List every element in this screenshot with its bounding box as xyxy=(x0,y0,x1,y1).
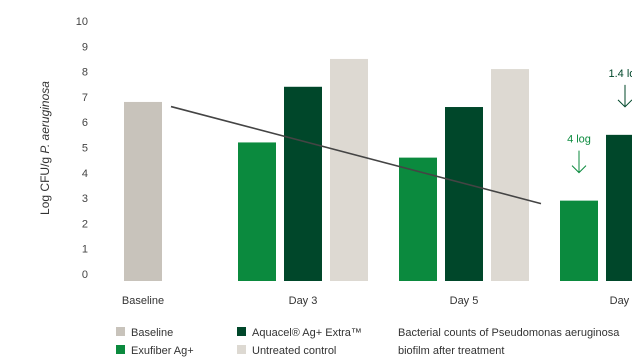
legend-label: Exufiber Ag+ xyxy=(131,345,194,357)
y-tick-label: 2 xyxy=(82,218,88,230)
y-axis-label: Log CFU/g P. aeruginosa xyxy=(38,81,52,215)
bar-day-7-exufiber-ag- xyxy=(560,200,598,281)
annotations: 4 log 1.4 log xyxy=(567,68,632,174)
annotation-arrow-head xyxy=(571,165,587,174)
legend-label: Aquacel® Ag+ Extra™ xyxy=(252,327,362,339)
y-axis-ticks: 0 1 2 3 4 5 6 7 8 9 10 xyxy=(76,16,88,281)
legend-swatch xyxy=(116,327,125,336)
y-tick-label: 7 xyxy=(82,92,88,104)
annotation-arrow-head xyxy=(617,99,632,108)
caption-line: biofilm after treatment xyxy=(398,345,504,357)
y-tick-label: 1 xyxy=(82,244,88,256)
x-category-label: Baseline xyxy=(122,295,164,307)
legend-swatch xyxy=(237,327,246,336)
y-tick-label: 10 xyxy=(76,16,88,28)
bar-day-5-aquacel-ag-extra- xyxy=(445,107,483,282)
bar-day-3-untreated-control xyxy=(330,58,368,282)
bar-day-7-aquacel-ag-extra- xyxy=(606,134,632,281)
y-tick-label: 5 xyxy=(82,143,88,155)
x-category-label: Day 5 xyxy=(450,295,479,307)
caption: Bacterial counts of Pseudomonas aerugino… xyxy=(398,327,620,357)
x-category-label: Day 7 xyxy=(610,295,632,307)
legend-label: Baseline xyxy=(131,327,173,339)
bar-day-5-untreated-control xyxy=(491,69,529,281)
y-tick-label: 0 xyxy=(82,269,88,281)
caption-line: Bacterial counts of Pseudomonas aerugino… xyxy=(398,327,620,339)
trendline xyxy=(170,105,542,205)
annotation-label: 4 log xyxy=(567,134,591,146)
y-tick-label: 8 xyxy=(82,67,88,79)
y-axis-label-species: P. aeruginosa xyxy=(38,81,52,154)
bar-baseline-baseline xyxy=(124,101,162,282)
legend-swatch xyxy=(116,345,125,354)
x-axis-categories: Baseline Day 3 Day 5 Day 7 xyxy=(122,295,632,307)
legend: Baseline Exufiber Ag+ Aquacel® Ag+ Extra™ U… xyxy=(116,327,362,357)
legend-swatch xyxy=(237,345,246,354)
y-tick-label: 6 xyxy=(82,117,88,129)
bar-day-3-aquacel-ag-extra- xyxy=(284,86,322,281)
y-tick-label: 4 xyxy=(82,168,88,180)
annotation-label: 1.4 log xyxy=(608,68,632,80)
legend-label: Untreated control xyxy=(252,345,336,357)
y-axis-label-prefix: Log CFU/g xyxy=(38,154,52,215)
bar-day-3-exufiber-ag- xyxy=(238,142,276,281)
bars xyxy=(124,58,632,282)
x-category-label: Day 3 xyxy=(289,295,318,307)
y-tick-label: 3 xyxy=(82,193,88,205)
bar-day-5-exufiber-ag- xyxy=(399,157,437,281)
trendline-group xyxy=(170,105,542,205)
y-tick-label: 9 xyxy=(82,41,88,53)
